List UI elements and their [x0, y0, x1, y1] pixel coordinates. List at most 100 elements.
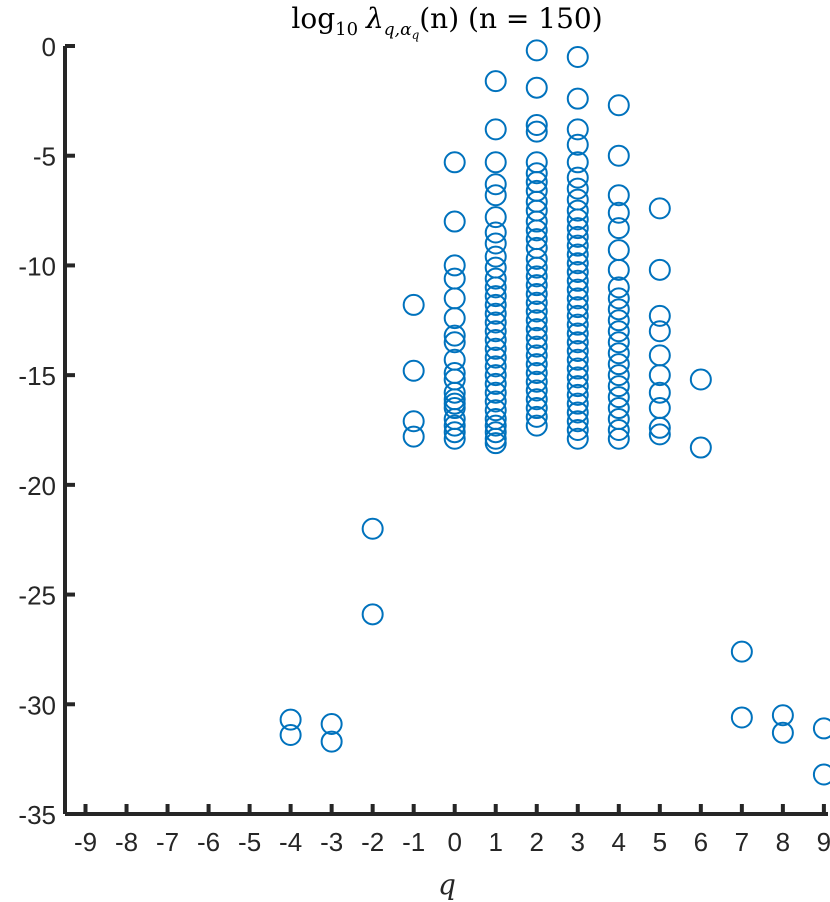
data-point — [566, 392, 589, 415]
data-point — [443, 414, 466, 437]
data-point — [607, 309, 630, 332]
data-point — [566, 199, 589, 222]
data-point — [484, 381, 507, 404]
data-point — [484, 372, 507, 395]
data-point — [525, 171, 548, 194]
data-point — [443, 421, 466, 444]
data-point — [607, 419, 630, 441]
data-point — [484, 302, 507, 325]
x-tick-label: 6 — [694, 827, 708, 857]
data-point — [484, 232, 507, 255]
data-point — [566, 304, 589, 327]
data-point — [443, 151, 466, 174]
data-point — [525, 39, 548, 62]
data-point — [525, 388, 548, 411]
data-point — [607, 94, 630, 117]
data-point — [484, 276, 507, 299]
data-point — [484, 173, 507, 196]
data-point — [484, 118, 507, 141]
data-point — [689, 368, 712, 391]
data-point — [443, 307, 466, 330]
data-point — [730, 640, 753, 663]
data-point — [648, 197, 671, 220]
data-point — [402, 293, 425, 316]
data-point — [566, 331, 589, 354]
data-point — [525, 309, 548, 332]
data-point — [525, 379, 548, 402]
data-point — [484, 70, 507, 93]
data-point — [443, 324, 466, 347]
data-point — [525, 265, 548, 288]
data-point — [525, 318, 548, 341]
data-point — [566, 243, 589, 266]
data-point — [484, 432, 507, 455]
data-point — [484, 184, 507, 207]
y-tick-label: 0 — [42, 32, 56, 62]
data-point — [771, 721, 794, 744]
x-tick-label: -5 — [238, 827, 261, 857]
data-point — [484, 221, 507, 244]
data-point — [648, 416, 671, 439]
data-point — [566, 340, 589, 363]
data-point — [525, 76, 548, 99]
data-point — [525, 256, 548, 279]
data-point — [443, 287, 466, 310]
y-tick-label: -15 — [18, 361, 56, 391]
data-point — [648, 258, 671, 281]
data-point — [566, 151, 589, 174]
data-point — [361, 603, 384, 626]
data-point — [484, 414, 507, 437]
y-tick-label: -5 — [33, 142, 56, 172]
data-point — [484, 346, 507, 369]
data-point — [607, 353, 630, 376]
data-point — [484, 245, 507, 268]
data-point — [648, 304, 671, 327]
data-point — [566, 375, 589, 398]
data-point — [607, 342, 630, 365]
x-tick-label: 9 — [817, 827, 830, 857]
data-point — [484, 206, 507, 229]
data-point — [566, 313, 589, 336]
data-point — [525, 113, 548, 136]
x-tick-label: -8 — [115, 827, 138, 857]
data-point — [607, 375, 630, 398]
data-point — [607, 201, 630, 224]
data-point — [443, 381, 466, 404]
data-point — [484, 337, 507, 360]
data-point — [402, 410, 425, 433]
data-point — [484, 293, 507, 316]
data-point — [484, 390, 507, 413]
data-point — [648, 364, 671, 387]
x-tick-label: -2 — [361, 827, 384, 857]
data-point — [361, 517, 384, 540]
data-point — [566, 287, 589, 310]
data-point — [566, 401, 589, 424]
data-point — [525, 405, 548, 428]
data-point — [566, 225, 589, 248]
data-point — [525, 219, 548, 242]
data-point — [566, 208, 589, 231]
data-point — [484, 421, 507, 444]
x-tick-label: 5 — [653, 827, 667, 857]
data-point — [443, 427, 466, 450]
data-point — [525, 361, 548, 384]
data-point — [566, 296, 589, 319]
chart-title: log10 λq,αq(n) (n = 150) — [291, 2, 602, 42]
data-point — [525, 274, 548, 297]
data-point — [566, 217, 589, 240]
data-point — [566, 427, 589, 450]
data-point — [320, 713, 343, 736]
data-point — [607, 239, 630, 262]
data-point — [484, 399, 507, 422]
data-point — [443, 397, 466, 420]
x-tick-label: 2 — [530, 827, 544, 857]
plot-area — [279, 39, 830, 786]
data-point — [525, 210, 548, 233]
data-point — [607, 276, 630, 299]
data-point — [484, 267, 507, 290]
x-tick-label: -7 — [156, 827, 179, 857]
data-point — [443, 331, 466, 354]
data-point — [607, 258, 630, 281]
data-point — [812, 763, 830, 786]
